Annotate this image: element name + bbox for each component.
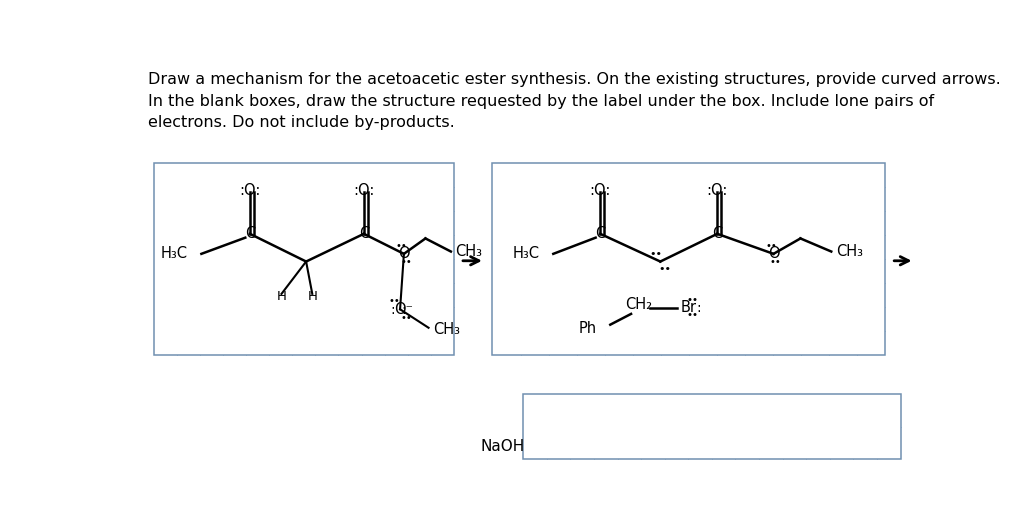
Text: :O:: :O: <box>353 183 375 198</box>
Text: H: H <box>307 290 317 303</box>
Text: Br: Br <box>680 300 696 315</box>
Text: ••: •• <box>687 310 698 321</box>
Text: ••: •• <box>388 296 399 306</box>
Text: CH₃: CH₃ <box>836 244 863 259</box>
Bar <box>523 394 900 460</box>
Text: Draw a mechanism for the acetoacetic ester synthesis. On the existing structures: Draw a mechanism for the acetoacetic est… <box>147 72 1000 130</box>
Text: H: H <box>276 290 287 303</box>
Text: C: C <box>245 226 255 242</box>
Text: ••: •• <box>770 257 781 267</box>
Text: :: : <box>696 301 701 315</box>
Text: C: C <box>358 226 369 242</box>
Text: ••: •• <box>765 241 777 251</box>
Text: O: O <box>768 246 779 261</box>
Text: ••: •• <box>658 264 672 274</box>
Bar <box>493 163 885 355</box>
Text: ••: •• <box>395 241 408 251</box>
Text: H₃C: H₃C <box>161 246 187 261</box>
Text: CH₃: CH₃ <box>433 322 460 337</box>
Text: C: C <box>595 226 605 242</box>
Text: NaOH: NaOH <box>481 439 525 454</box>
Text: Ph: Ph <box>579 321 597 336</box>
Text: CH₂: CH₂ <box>626 297 652 312</box>
Text: O: O <box>394 302 406 317</box>
Text: :O:: :O: <box>707 183 728 198</box>
Text: :: : <box>390 303 394 317</box>
Text: ••: •• <box>400 313 412 323</box>
Text: :O:: :O: <box>590 183 611 198</box>
Text: CH₃: CH₃ <box>456 244 482 259</box>
Bar <box>154 163 454 355</box>
Text: :⁻: :⁻ <box>401 303 414 317</box>
Text: H₃C: H₃C <box>512 246 540 261</box>
Text: C: C <box>712 226 722 242</box>
Text: ••: •• <box>400 257 412 267</box>
Text: ••: •• <box>687 295 698 305</box>
Text: O: O <box>398 246 410 261</box>
Text: ••: •• <box>649 249 663 259</box>
Text: :O:: :O: <box>240 183 260 198</box>
